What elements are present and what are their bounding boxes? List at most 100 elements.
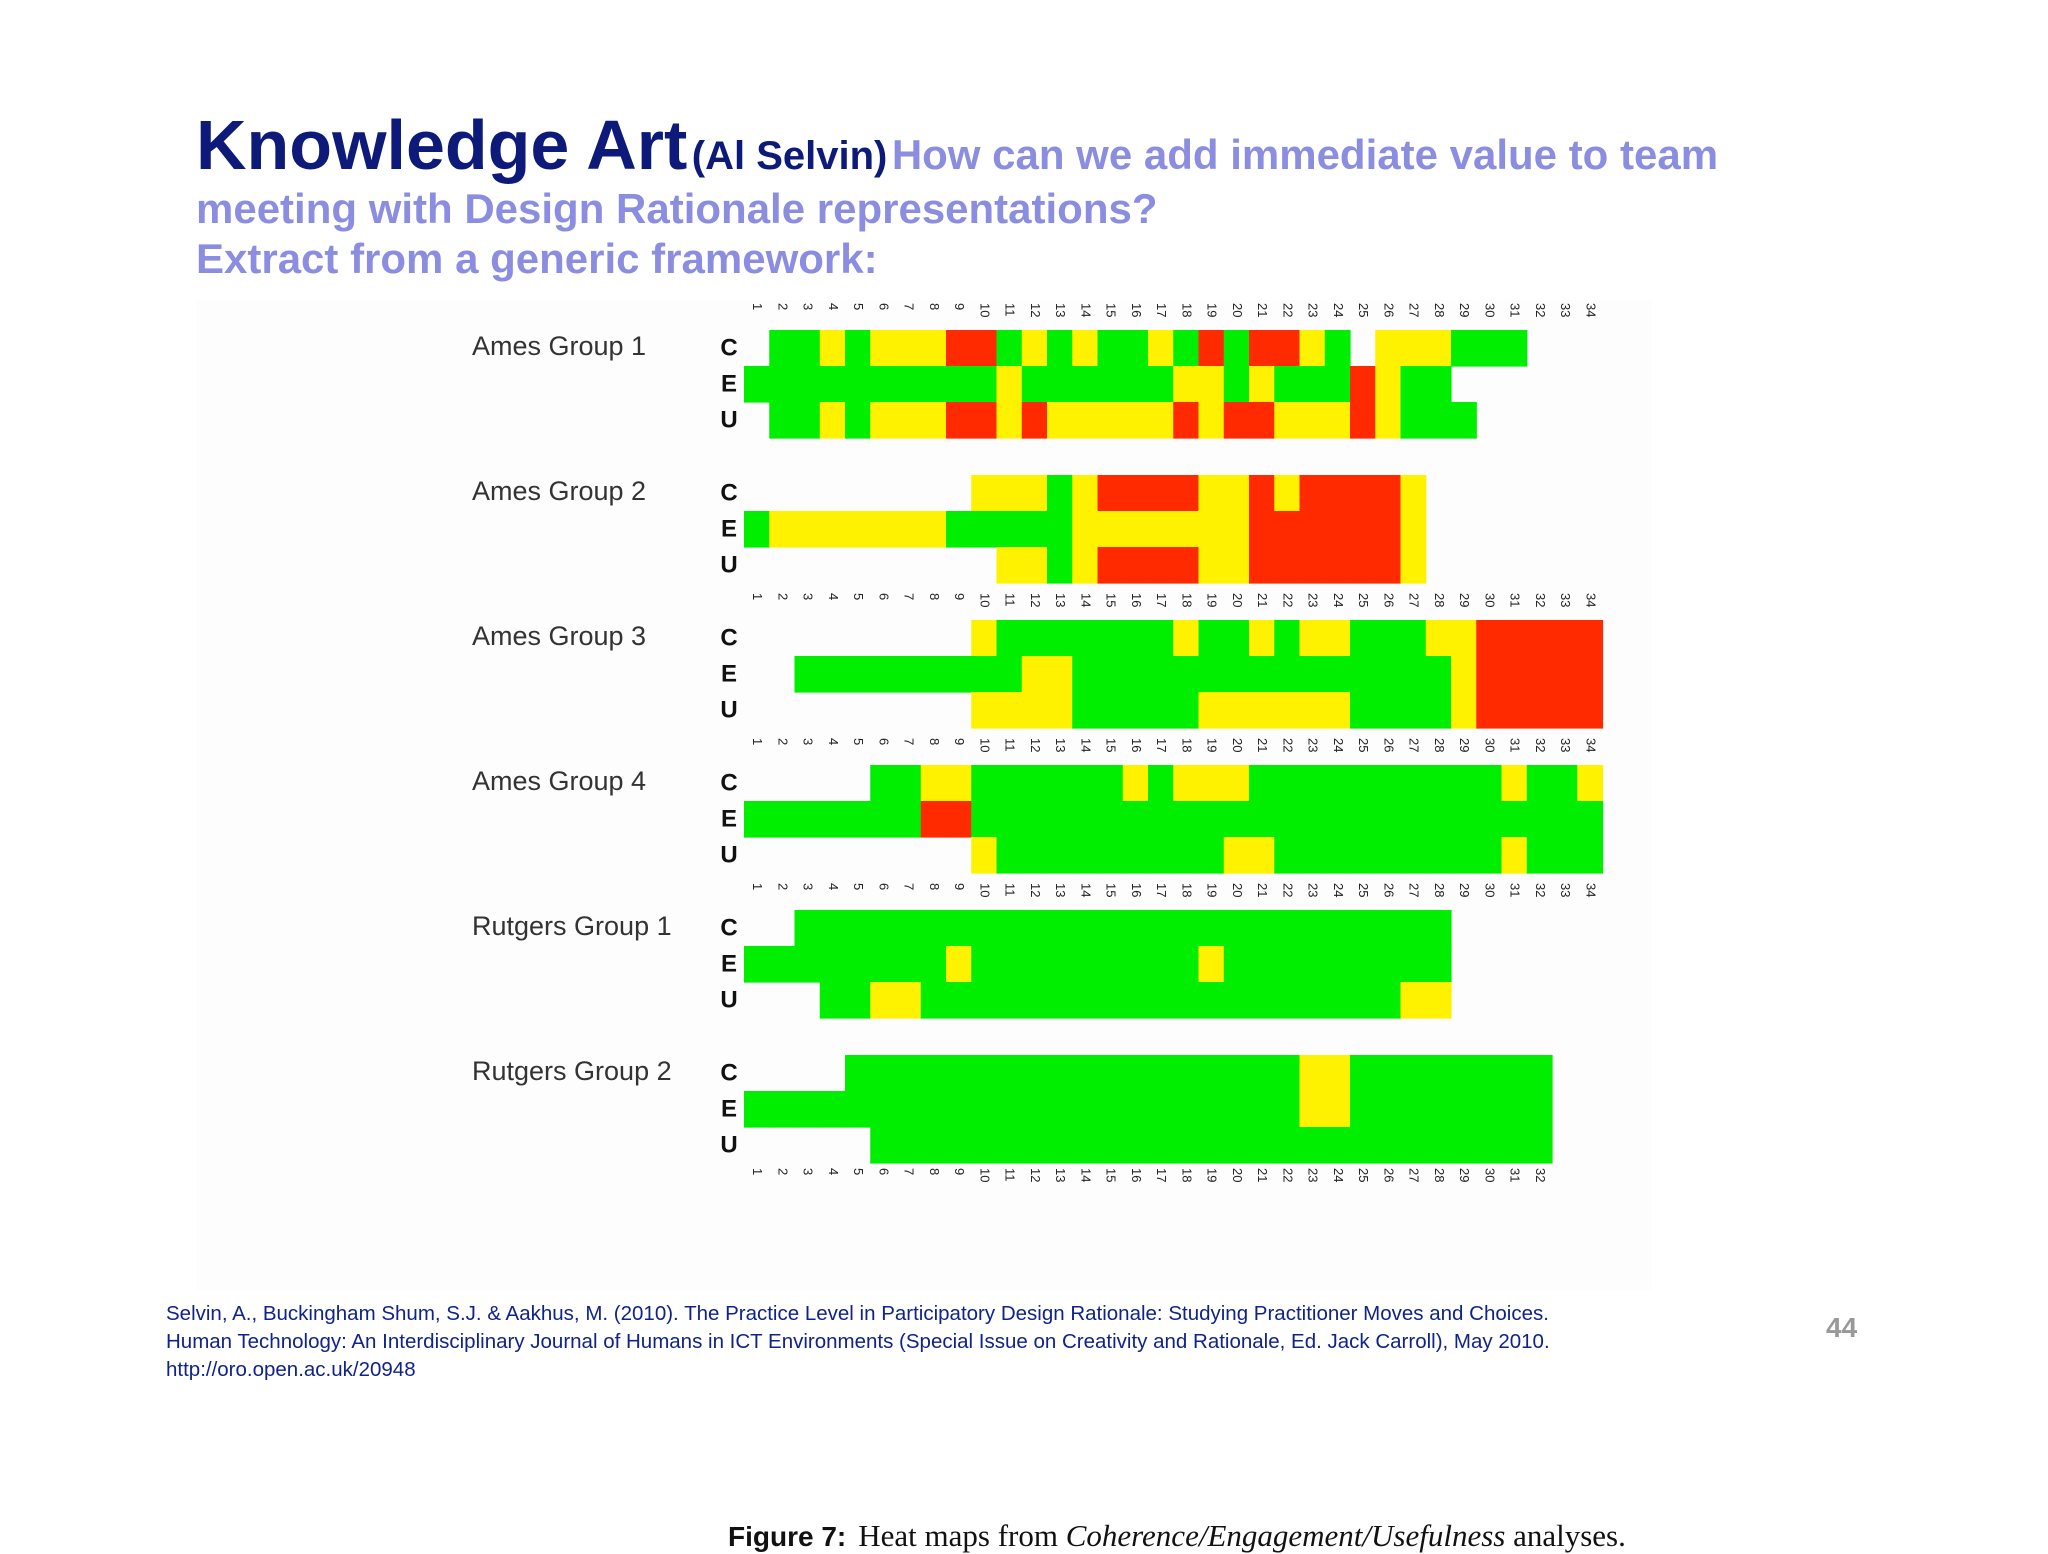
heat-cell-g3-E-7	[895, 656, 922, 693]
heat-cell-g1-C-23	[1299, 330, 1326, 367]
heat-cell-g1-C-14	[1072, 330, 1099, 367]
heat-cell-g2-E-1	[744, 511, 770, 548]
heat-cell-g5-U-24	[1324, 982, 1351, 1019]
heat-cell-g2-E-8	[920, 511, 947, 548]
heat-cell-g6-E-3	[794, 1091, 821, 1128]
heat-cell-g5-E-12	[1021, 946, 1048, 983]
heat-cell-g1-E-6	[870, 366, 897, 403]
heat-cell-g1-E-1	[744, 366, 770, 403]
group-1-axis-top-tick-20: 20	[1230, 303, 1245, 317]
heat-cell-g5-C-14	[1072, 910, 1099, 947]
heat-cell-g5-C-10	[971, 910, 998, 947]
heat-cell-g1-C-8	[920, 330, 947, 367]
group-3-row-label-U: U	[720, 696, 737, 723]
heat-cell-g3-C-23	[1299, 620, 1326, 657]
heat-cell-g3-E-33	[1552, 656, 1578, 693]
heat-cell-g4-E-24	[1324, 801, 1351, 838]
group-3-axis-top-tick-4: 4	[826, 593, 841, 600]
heat-cell-g4-C-9	[946, 765, 972, 802]
heat-cell-g2-U-27	[1400, 547, 1427, 584]
heat-cell-g6-C-8	[920, 1055, 947, 1092]
heat-cell-g3-E-5	[845, 656, 871, 693]
heat-cell-g4-E-2	[769, 801, 796, 838]
heat-cell-g3-C-16	[1122, 620, 1149, 657]
citation-line-2: Human Technology: An Interdisciplinary J…	[166, 1330, 1550, 1353]
heat-cell-g6-U-13	[1047, 1127, 1073, 1164]
heat-cell-g5-E-20	[1223, 946, 1250, 983]
heat-cell-g2-C-18	[1173, 475, 1200, 512]
group-4-axis-top-tick-22: 22	[1280, 738, 1295, 752]
heat-cell-g5-U-27	[1400, 982, 1427, 1019]
heat-cell-g4-C-14	[1072, 765, 1099, 802]
group-1-axis-top-tick-4: 4	[826, 303, 841, 310]
heat-cell-g1-C-20	[1223, 330, 1250, 367]
citation-link[interactable]: http://oro.open.ac.uk/20948	[166, 1358, 416, 1381]
heat-cell-g1-C-12	[1021, 330, 1048, 367]
heat-cell-g4-E-20	[1223, 801, 1250, 838]
group-4-axis-top-tick-27: 27	[1407, 738, 1422, 752]
group-6-axis-bottom-tick-8: 8	[927, 1168, 942, 1175]
heat-cell-g4-U-23	[1299, 837, 1326, 874]
heat-cell-g5-U-10	[971, 982, 998, 1019]
heat-cell-g3-E-16	[1122, 656, 1149, 693]
heat-cell-g1-U-23	[1299, 402, 1326, 439]
heat-cell-g1-C-6	[870, 330, 897, 367]
heat-cell-g6-U-10	[971, 1127, 998, 1164]
heat-cell-g3-C-20	[1223, 620, 1250, 657]
heat-cell-g6-U-6	[870, 1127, 897, 1164]
group-label-3: Ames Group 3	[472, 621, 646, 651]
heat-cell-g4-U-25	[1350, 837, 1376, 874]
group-1-axis-top-tick-10: 10	[977, 303, 992, 317]
heat-cell-g6-U-30	[1476, 1127, 1503, 1164]
heat-cell-g4-C-7	[895, 765, 922, 802]
heat-cell-g2-E-20	[1223, 511, 1250, 548]
heat-cell-g5-C-16	[1122, 910, 1149, 947]
heat-cell-g5-U-7	[895, 982, 922, 1019]
group-4-axis-top-tick-20: 20	[1230, 738, 1245, 752]
heat-cell-g1-E-7	[895, 366, 922, 403]
heat-cell-g2-E-12	[1021, 511, 1048, 548]
group-5-axis-top-tick-18: 18	[1179, 883, 1194, 897]
heat-cell-g1-C-7	[895, 330, 922, 367]
heat-cell-g5-E-24	[1324, 946, 1351, 983]
heat-cell-g5-C-22	[1274, 910, 1301, 947]
heat-cell-g1-E-17	[1148, 366, 1174, 403]
heat-cell-g2-U-11	[996, 547, 1023, 584]
group-1-axis-top-tick-33: 33	[1558, 303, 1573, 317]
heat-cell-g6-C-14	[1072, 1055, 1099, 1092]
group-1-axis-top-tick-7: 7	[902, 303, 917, 310]
heat-cell-g6-C-26	[1375, 1055, 1402, 1092]
heat-cell-g6-C-23	[1299, 1055, 1326, 1092]
heat-cell-g5-E-1	[744, 946, 770, 983]
group-1-row-label-U: U	[720, 406, 737, 433]
heat-cell-g4-E-17	[1148, 801, 1174, 838]
heat-cell-g1-C-5	[845, 330, 871, 367]
group-5-axis-top-tick-30: 30	[1482, 883, 1497, 897]
group-label-1: Ames Group 1	[472, 331, 646, 361]
heat-cell-g1-E-21	[1249, 366, 1275, 403]
heat-cell-g3-E-8	[920, 656, 947, 693]
heat-cell-g5-U-20	[1223, 982, 1250, 1019]
group-5-axis-top-tick-17: 17	[1154, 883, 1169, 897]
group-6-axis-bottom-tick-27: 27	[1407, 1168, 1422, 1182]
heat-cell-g1-E-2	[769, 366, 796, 403]
heat-cell-g2-E-25	[1350, 511, 1376, 548]
heat-cell-g4-C-25	[1350, 765, 1376, 802]
heat-cell-g4-E-29	[1451, 801, 1477, 838]
heat-cell-g3-C-27	[1400, 620, 1427, 657]
heat-cell-g2-C-16	[1122, 475, 1149, 512]
heat-cell-g5-U-9	[946, 982, 972, 1019]
group-1-axis-top-tick-29: 29	[1457, 303, 1472, 317]
group-3-axis-top-tick-22: 22	[1280, 593, 1295, 607]
group-1-axis-top-tick-21: 21	[1255, 303, 1270, 317]
heat-cell-g1-U-3	[794, 402, 821, 439]
heat-cell-g1-E-19	[1198, 366, 1225, 403]
heat-cell-g5-C-25	[1350, 910, 1376, 947]
heat-cell-g3-C-14	[1072, 620, 1099, 657]
group-3-axis-top-tick-34: 34	[1583, 593, 1598, 607]
heat-cell-g6-E-1	[744, 1091, 770, 1128]
group-5-axis-top-tick-14: 14	[1078, 883, 1093, 897]
group-5-axis-top-tick-8: 8	[927, 883, 942, 890]
heat-cell-g6-U-16	[1122, 1127, 1149, 1164]
heat-cell-g1-E-15	[1097, 366, 1124, 403]
